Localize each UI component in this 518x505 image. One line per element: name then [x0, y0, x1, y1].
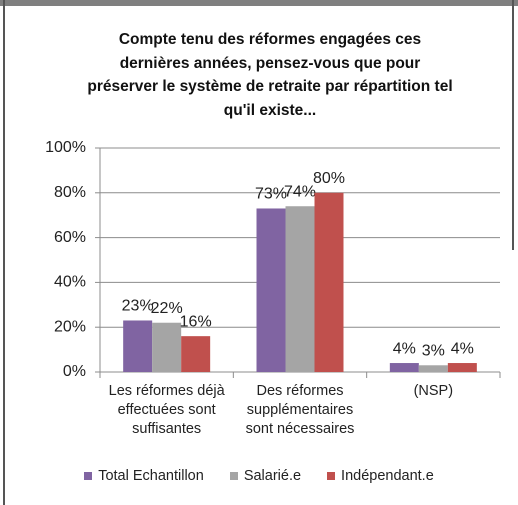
bar — [447, 363, 477, 372]
bar — [181, 336, 211, 372]
value-label: 73% — [255, 186, 287, 203]
legend-item: Indépendant.e — [327, 468, 434, 484]
bar — [123, 320, 153, 372]
legend-item: Salarié.e — [229, 468, 302, 484]
value-label: 4% — [393, 340, 416, 357]
bar — [314, 192, 344, 372]
legend-swatch — [229, 472, 238, 480]
bar — [152, 322, 182, 372]
y-tick-label: 40% — [54, 274, 86, 291]
x-tick-label: Les réformes déjà effectuées sont suffis… — [108, 383, 225, 437]
legend-item: Total Echantillon — [84, 468, 204, 484]
legend-swatch — [84, 472, 93, 480]
legend-label: Total Echantillon — [98, 468, 204, 484]
value-label: 74% — [284, 183, 316, 200]
bar — [285, 206, 315, 372]
bar — [389, 363, 419, 372]
bar — [418, 365, 448, 372]
y-tick-label: 0% — [63, 363, 86, 380]
value-label: 16% — [180, 313, 212, 330]
y-tick-label: 100% — [45, 139, 86, 156]
x-tick-label: Des réformes supplémentaires sont nécess… — [245, 383, 355, 437]
legend-swatch — [327, 472, 336, 480]
value-label: 3% — [422, 342, 445, 359]
y-tick-label: 20% — [54, 318, 86, 335]
y-tick-label: 60% — [54, 229, 86, 246]
y-tick-label: 80% — [54, 184, 86, 201]
value-label: 23% — [122, 298, 154, 315]
chart-title: Compte tenu des réformes engagées ces de… — [87, 31, 453, 119]
value-label: 4% — [451, 340, 474, 357]
value-label: 22% — [151, 300, 183, 317]
value-label: 80% — [313, 170, 345, 187]
frame-top — [0, 0, 518, 6]
x-tick-label: (NSP) — [413, 383, 454, 399]
legend: Total Echantillon Salarié.e Indépendant.e — [0, 468, 518, 484]
legend-label: Salarié.e — [243, 468, 302, 484]
legend-label: Indépendant.e — [341, 468, 434, 484]
bar — [256, 208, 286, 372]
